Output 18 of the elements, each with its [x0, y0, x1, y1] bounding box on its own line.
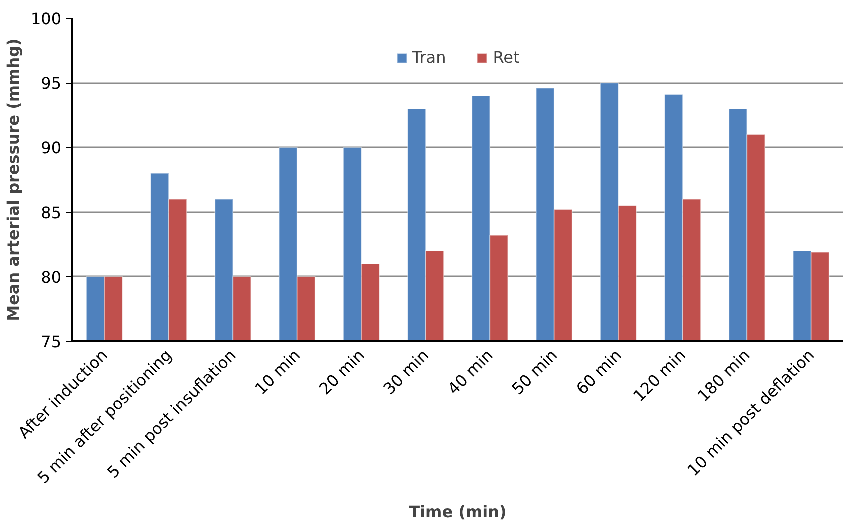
x-tick-label: 180 min	[694, 346, 754, 406]
y-tick-label: 75	[41, 332, 62, 352]
x-tick-label: 40 min	[444, 346, 497, 399]
legend-label: Tran	[412, 48, 446, 67]
x-tick-label: 50 min	[508, 346, 562, 399]
y-axis-title: Mean arterial pressure (mmhg)	[4, 38, 23, 322]
x-tick-label: 20 min	[316, 346, 368, 399]
y-tick-label: 100	[30, 10, 62, 28]
y-tick-label: 95	[41, 74, 62, 94]
x-tick-label: 10 min	[251, 346, 304, 399]
x-axis-title: Time (min)	[409, 502, 507, 522]
y-tick-label: 80	[41, 268, 62, 287]
y-tick-label: 90	[41, 138, 62, 158]
y-tick-label: 85	[41, 203, 62, 222]
legend-label: Ret	[493, 48, 520, 67]
x-tick-label: 30 min	[380, 346, 433, 399]
x-tick-label: 60 min	[572, 346, 626, 399]
x-tick-label: 120 min	[630, 346, 690, 406]
